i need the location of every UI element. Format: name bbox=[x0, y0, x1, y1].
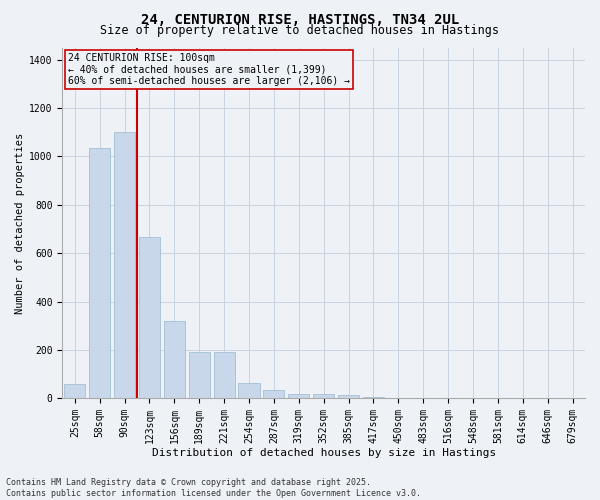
Text: Contains HM Land Registry data © Crown copyright and database right 2025.
Contai: Contains HM Land Registry data © Crown c… bbox=[6, 478, 421, 498]
Bar bbox=[263, 390, 284, 398]
Text: 24 CENTURION RISE: 100sqm
← 40% of detached houses are smaller (1,399)
60% of se: 24 CENTURION RISE: 100sqm ← 40% of detac… bbox=[68, 53, 350, 86]
Bar bbox=[288, 394, 310, 398]
Bar bbox=[363, 397, 384, 398]
Bar bbox=[139, 238, 160, 398]
Bar bbox=[188, 352, 210, 399]
Bar bbox=[214, 352, 235, 399]
Bar bbox=[313, 394, 334, 398]
X-axis label: Distribution of detached houses by size in Hastings: Distribution of detached houses by size … bbox=[152, 448, 496, 458]
Bar bbox=[338, 394, 359, 398]
Text: 24, CENTURION RISE, HASTINGS, TN34 2UL: 24, CENTURION RISE, HASTINGS, TN34 2UL bbox=[141, 12, 459, 26]
Bar bbox=[114, 132, 135, 398]
Bar bbox=[89, 148, 110, 399]
Bar bbox=[238, 382, 260, 398]
Bar bbox=[64, 384, 85, 398]
Bar bbox=[164, 321, 185, 398]
Y-axis label: Number of detached properties: Number of detached properties bbox=[15, 132, 25, 314]
Text: Size of property relative to detached houses in Hastings: Size of property relative to detached ho… bbox=[101, 24, 499, 37]
